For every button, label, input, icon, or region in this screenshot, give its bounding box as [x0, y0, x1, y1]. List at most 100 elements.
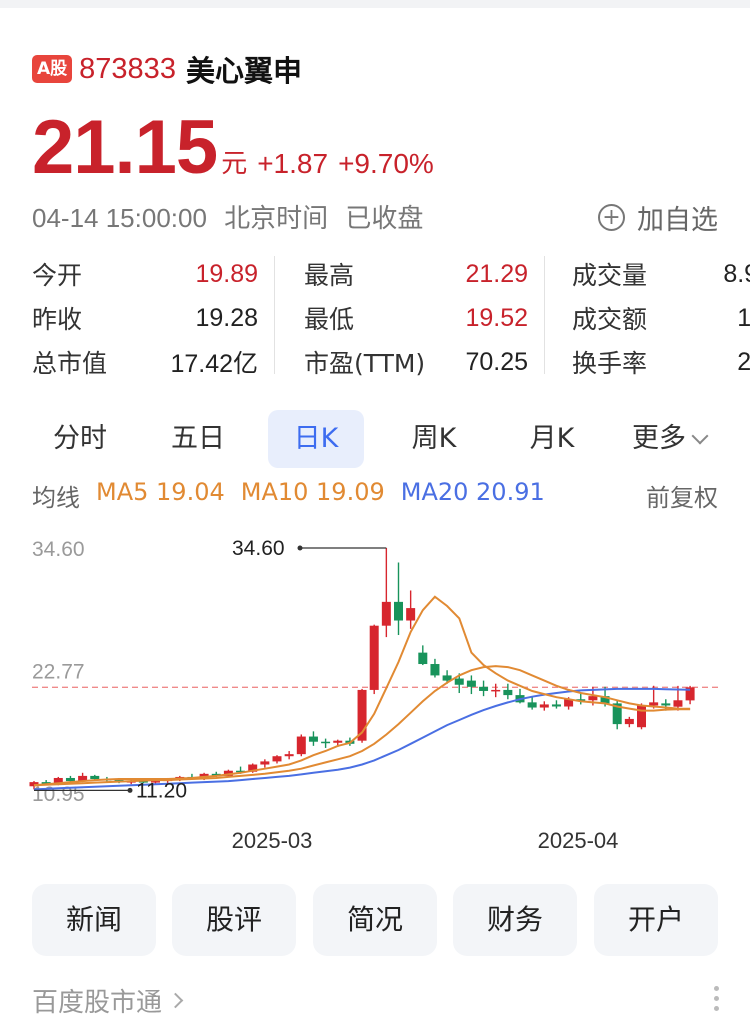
adjust-mode-button[interactable]: 前复权 [646, 484, 718, 512]
stat-open: 今开 19.89 [32, 259, 258, 291]
chevron-right-icon [167, 992, 184, 1009]
stats-divider [274, 256, 275, 374]
comments-button[interactable]: 股评 [172, 884, 296, 956]
plus-circle-icon: + [598, 204, 625, 231]
candle-body [296, 736, 306, 755]
y-axis-label: 10.95 [32, 783, 85, 806]
candle-body [381, 601, 391, 626]
stock-header: A股 873833 美心翼申 [32, 48, 302, 90]
tab-five-day[interactable]: 五日 [171, 423, 225, 454]
candle-body [503, 689, 513, 696]
candle-body [430, 664, 440, 676]
candle-body [649, 702, 659, 706]
candle-body [138, 781, 148, 783]
candle-body [576, 699, 586, 701]
candle-body [551, 704, 561, 707]
candle-body [588, 696, 598, 701]
price-unit: 元 [221, 149, 248, 179]
stat-turnover-rate: 换手率28. [572, 347, 750, 379]
stats-column-2: 最高 21.29 最低 19.52 市盈(TTM) 70.25 [304, 252, 528, 382]
candle-body [454, 678, 464, 685]
kline-chart[interactable]: 34.60 22.77 10.95 34.60 11.20 2025-03 2025-04 [0, 528, 750, 858]
candle-body [612, 703, 622, 725]
candle-body [78, 775, 88, 782]
candle-body [637, 705, 646, 728]
tab-more[interactable]: 更多 [616, 410, 722, 468]
ma20-line [33, 687, 691, 791]
candle-body [211, 773, 221, 776]
candle-body [624, 718, 634, 725]
stats-divider [544, 256, 545, 374]
candle-body [151, 781, 160, 783]
y-axis-label: 22.77 [32, 661, 85, 684]
candle-body [236, 770, 246, 773]
candle-body [223, 770, 233, 776]
candle-body [284, 754, 294, 757]
candle-body [357, 689, 367, 741]
ma-legend: 均线 MA5 19.04 MA10 19.09 MA20 20.91 [32, 478, 722, 513]
finance-button[interactable]: 财务 [453, 884, 577, 956]
candle-body [53, 777, 63, 785]
stats-column-1: 今开 19.89 昨收 19.28 总市值 17.42亿 [32, 252, 258, 382]
news-button[interactable]: 新闻 [32, 884, 156, 956]
stat-prev-close: 昨收 19.28 [32, 303, 258, 335]
candle-body [272, 756, 282, 762]
candle-body [260, 761, 270, 765]
add-watchlist-button[interactable]: + 加自选 [598, 198, 718, 237]
footer-link[interactable]: 百度股市通 [32, 982, 184, 1019]
tab-intraday[interactable]: 分时 [53, 423, 107, 454]
candle-body [394, 601, 403, 621]
candle-body [442, 675, 452, 681]
candle-body [248, 764, 258, 772]
more-options-icon[interactable] [714, 986, 720, 1016]
price-row: 21.15 元 +1.87 +9.70% [32, 108, 434, 188]
x-axis-label: 2025-03 [232, 828, 313, 853]
candle-body [90, 775, 100, 780]
open-account-button[interactable]: 开户 [594, 884, 718, 956]
candle-body [491, 689, 501, 692]
low-annotation-label: 11.20 [136, 779, 187, 802]
candle-body [369, 625, 379, 690]
stock-code: 873833 [79, 52, 176, 85]
market-badge: A股 [32, 55, 73, 83]
ma10-value: MA10 19.09 [240, 478, 385, 506]
high-annotation-dot [297, 545, 303, 551]
quick-links: 新闻 股评 简况 财务 开户 [32, 884, 722, 956]
candle-body [661, 703, 671, 706]
candle-body [418, 652, 428, 665]
low-annotation-dot [127, 787, 133, 793]
y-axis-label: 34.60 [32, 538, 85, 561]
stock-name: 美心翼申 [185, 54, 302, 88]
candle-body [333, 740, 343, 743]
ma20-value: MA20 20.91 [400, 478, 545, 506]
candle-body [406, 608, 416, 621]
candle-body [308, 736, 318, 742]
tab-weekly-k[interactable]: 周K [411, 423, 457, 454]
profile-button[interactable]: 简况 [313, 884, 437, 956]
candle-body [479, 686, 489, 691]
candle-body [527, 702, 537, 708]
ma10-line [33, 665, 691, 787]
candle-body [466, 680, 476, 687]
stat-low: 最低 19.52 [304, 303, 528, 335]
top-strip [0, 0, 750, 8]
ma5-value: MA5 19.04 [96, 478, 225, 506]
quote-time: 04-14 15:00:00 [32, 203, 207, 233]
x-axis-label: 2025-04 [538, 828, 619, 853]
chevron-down-icon [691, 427, 709, 445]
tab-daily-k[interactable]: 日K [268, 410, 364, 468]
candle-body [673, 700, 683, 707]
candle-body [685, 687, 695, 701]
candle-body [65, 777, 75, 782]
candle-body [29, 782, 39, 787]
candle-body [564, 699, 574, 707]
tab-monthly-k[interactable]: 月K [529, 423, 575, 454]
quote-timezone: 北京时间 [224, 203, 329, 233]
stat-market-cap: 总市值 17.42亿 [32, 349, 258, 378]
chart-period-tabs: 分时 五日 日K 周K 月K 更多 [32, 410, 722, 468]
price-change: +1.87 [257, 148, 329, 179]
candle-body [539, 704, 549, 708]
candle-body [600, 696, 610, 704]
